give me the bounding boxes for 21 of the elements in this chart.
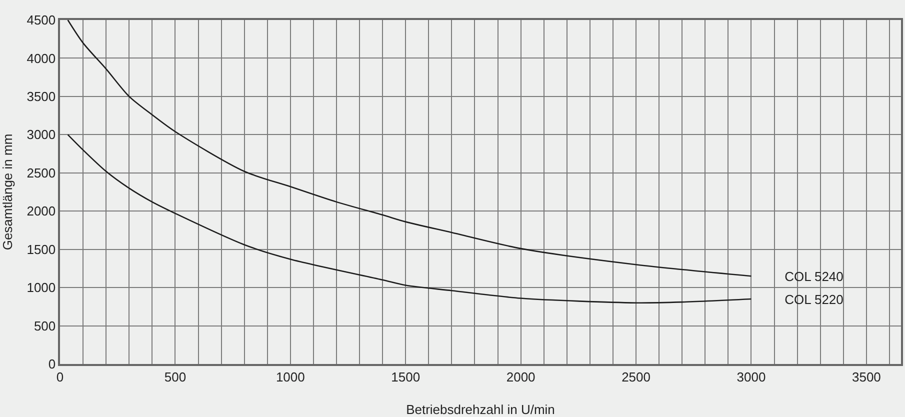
y-tick-label: 4000 [26,50,56,66]
y-tick-label: 2500 [26,165,56,180]
y-tick-label: 500 [34,318,56,334]
x-tick-label: 500 [164,369,186,384]
x-tick-label: 3000 [736,369,766,384]
y-axis-title: Gesamtlänge in mm [0,134,15,250]
y-tick-label: 3000 [26,127,56,142]
x-axis-title: Betriebsdrehzahl in U/min [406,402,555,417]
y-tick-label: 0 [48,356,56,372]
line-series [67,20,752,277]
y-tick-label: 1000 [26,280,56,296]
x-tick-label: 2500 [622,369,650,384]
x-tick-label: 1500 [391,369,420,384]
y-tick-label: 2000 [26,204,56,219]
y-tick-label: 1500 [26,242,56,257]
y-tick-label: 4500 [26,12,56,28]
line-series [67,134,752,304]
y-tick-label: 3500 [26,88,56,104]
x-tick-label: 2000 [506,369,536,384]
x-tick-label: 1000 [276,369,305,384]
x-tick-label: 3500 [852,369,881,384]
